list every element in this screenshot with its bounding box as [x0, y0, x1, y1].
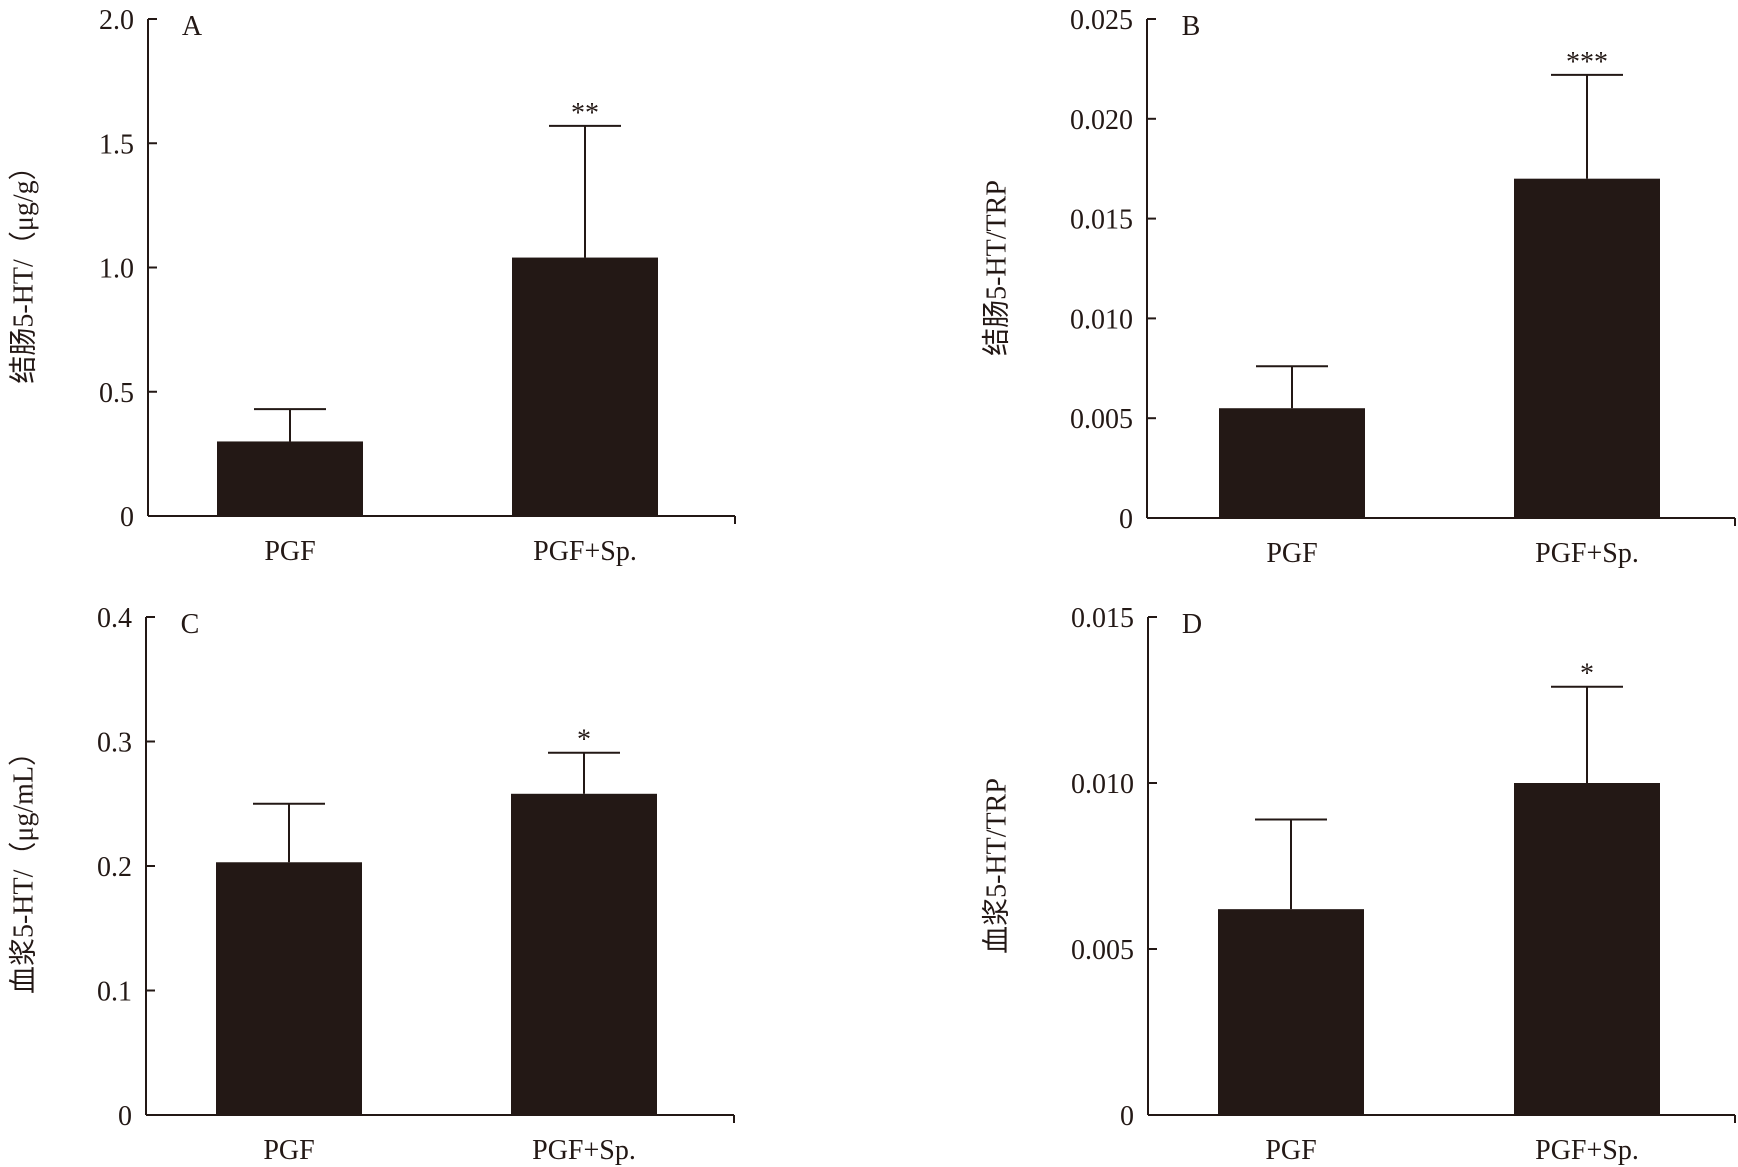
y-axis-label: 结肠5-HT/（μg/g） [8, 152, 40, 383]
y-tick-label: 0 [1119, 504, 1133, 535]
bar [511, 793, 657, 1115]
bar [1219, 408, 1365, 518]
y-tick-label: 0.015 [1071, 603, 1134, 634]
y-tick-label: 0.005 [1070, 404, 1133, 435]
y-tick-label: 0.005 [1071, 935, 1134, 966]
y-tick-label: 0.020 [1070, 105, 1133, 136]
category-label: PGF+Sp. [532, 1135, 636, 1166]
y-axis-label: 血浆5-HT/（μg/mL） [8, 738, 40, 994]
panel-c: 0 0.1 0.2 0.3 0.4 C 血浆5-HT/（μg/mL） PGF * PGF+Sp. [8, 603, 735, 1166]
y-tick-label: 0.4 [97, 603, 132, 634]
category-label: PGF [1266, 538, 1317, 569]
category-label: PGF [1265, 1135, 1316, 1166]
y-tick-label: 0.025 [1070, 5, 1133, 36]
significance-mark: * [577, 725, 591, 756]
bar [1514, 178, 1660, 518]
bar [217, 441, 363, 516]
y-tick-label: 0.1 [97, 977, 132, 1008]
y-tick-label: 0 [120, 502, 134, 533]
bar [1514, 783, 1660, 1115]
category-label: PGF [264, 536, 315, 567]
category-label: PGF+Sp. [1535, 1135, 1639, 1166]
panel-letter: A [182, 11, 203, 42]
y-tick-label: 0 [1120, 1101, 1134, 1132]
category-label: PGF+Sp. [533, 536, 637, 567]
y-tick-label: 0.3 [97, 728, 132, 759]
significance-mark: * [1580, 659, 1594, 690]
y-axis-label: 血浆5-HT/TRP [981, 778, 1013, 954]
category-label: PGF [263, 1135, 314, 1166]
y-tick-label: 1.5 [99, 129, 134, 160]
panel-d: 0 0.005 0.010 0.015 D 血浆5-HT/TRP PGF * PGF+Sp. [981, 603, 1736, 1166]
y-tick-label: 0.5 [99, 378, 134, 409]
bar [216, 862, 362, 1115]
y-tick-label: 0.010 [1071, 769, 1134, 800]
panel-letter: C [181, 609, 200, 640]
panel-b: 0 0.005 0.010 0.015 0.020 0.025 B 结肠5-HT/TRP PGF… [981, 5, 1736, 569]
y-tick-label: 0.010 [1070, 304, 1133, 335]
y-tick-label: 0.015 [1070, 205, 1133, 236]
panel-letter: B [1182, 11, 1201, 42]
significance-mark: ** [571, 98, 599, 129]
y-tick-label: 0 [118, 1101, 132, 1132]
y-tick-label: 1.0 [99, 254, 134, 285]
panel-letter: D [1182, 609, 1202, 640]
bar [512, 257, 658, 516]
panel-a: 0 0.5 1.0 1.5 2.0 A 结肠5-HT/（μg/g） PGF ** PGF+Sp. [8, 5, 736, 567]
significance-mark: *** [1566, 47, 1608, 78]
bar [1218, 909, 1364, 1115]
category-label: PGF+Sp. [1535, 538, 1639, 569]
y-axis-label: 结肠5-HT/TRP [981, 180, 1013, 356]
y-tick-label: 0.2 [97, 852, 132, 883]
y-tick-label: 2.0 [99, 5, 134, 36]
